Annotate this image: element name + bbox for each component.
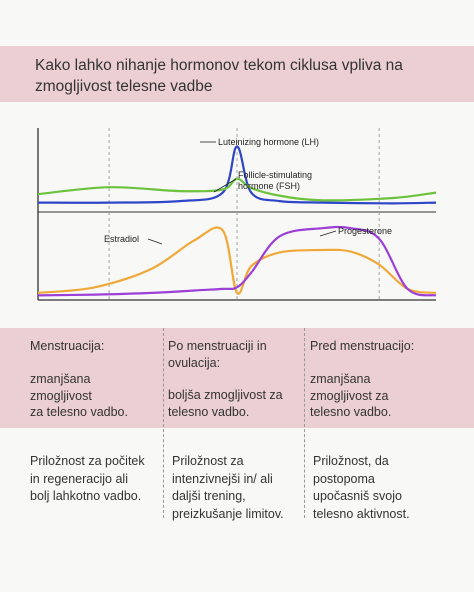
series-line-luteinizing-hormone-lh (37, 145, 437, 205)
effect-menstruation: zmanjšana zmogljivost za telesno vadbo. (30, 372, 128, 419)
phase-menstruation: Menstruacija: (30, 339, 105, 353)
label-fsh-line1: Follicle-stimulating (238, 170, 312, 180)
opportunity-before-menstruation: Priložnost, da postopoma upočasniš svojo… (313, 454, 410, 521)
phase-band (0, 328, 474, 428)
opportunity-menstruation: Priložnost za počitek in regeneracijo al… (30, 454, 145, 503)
label-fsh-line2: hormone (FSH) (238, 181, 300, 191)
label-estradiol: Estradiol (104, 234, 139, 244)
page-title: Kako lahko nihanje hormonov tekom ciklus… (35, 57, 403, 95)
title-band: Kako lahko nihanje hormonov tekom ciklus… (0, 46, 474, 102)
column-divider (163, 328, 164, 518)
label-progesterone-leader (319, 230, 337, 237)
label-lh: Luteinizing hormone (LH) (218, 137, 319, 147)
label-progesterone: Progesterone (338, 226, 392, 236)
effect-before-menstruation: zmanjšana zmogljivost za telesno vadbo. (310, 372, 392, 419)
effect-after-menstruation: boljša zmogljivost za telesno vadbo. (168, 388, 283, 419)
chart-grid (108, 128, 380, 300)
chart-labels: Luteinizing hormone (LH) Follicle-stimula… (104, 137, 392, 245)
series-line-estradiol (37, 226, 437, 295)
series-line-follicle-stimulating-hormone-fsh (37, 177, 437, 202)
phase-after-menstruation: Po menstruaciji in ovulacija: (168, 339, 267, 370)
label-estradiol-leader (147, 238, 163, 245)
opportunity-after-menstruation: Priložnost za intenzivnejši in/ ali dalj… (172, 454, 284, 521)
phase-before-menstruation: Pred menstruacijo: (310, 339, 415, 353)
column-divider (304, 328, 305, 518)
series-line-progesterone (37, 225, 437, 297)
hormone-chart: Luteinizing hormone (LH) Follicle-stimula… (37, 128, 437, 301)
label-fsh-leader (213, 178, 237, 193)
chart-lines (37, 145, 437, 297)
